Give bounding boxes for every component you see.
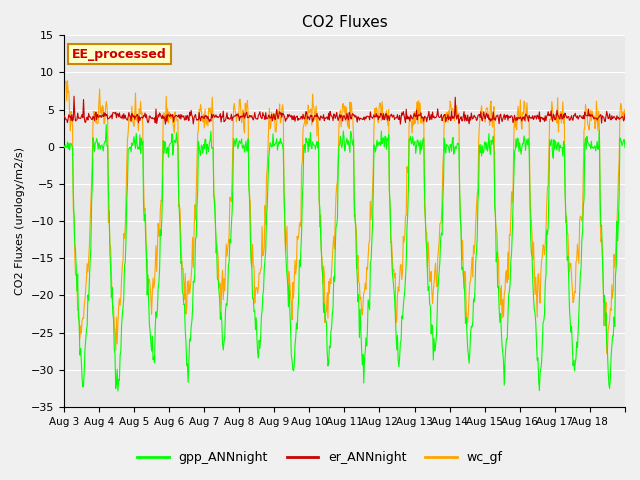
Title: CO2 Fluxes: CO2 Fluxes <box>301 15 387 30</box>
Text: EE_processed: EE_processed <box>72 48 167 60</box>
Legend: gpp_ANNnight, er_ANNnight, wc_gf: gpp_ANNnight, er_ANNnight, wc_gf <box>132 446 508 469</box>
Y-axis label: CO2 Fluxes (urology/m2/s): CO2 Fluxes (urology/m2/s) <box>15 147 25 295</box>
